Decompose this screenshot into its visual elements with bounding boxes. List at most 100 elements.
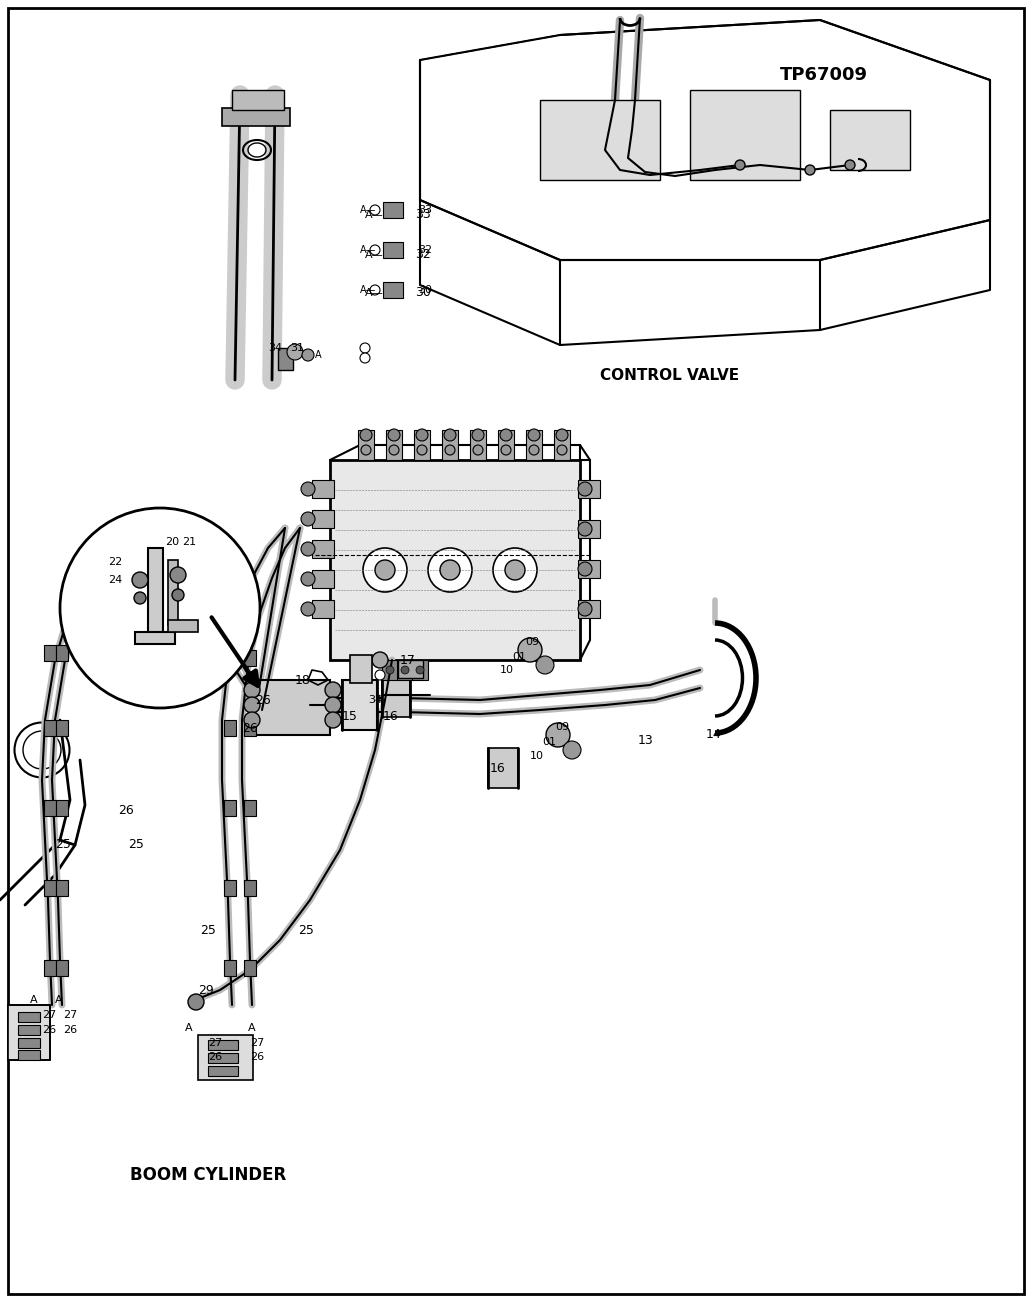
Bar	[224, 650, 236, 667]
Bar	[397, 660, 413, 680]
Text: A: A	[55, 995, 63, 1005]
Text: BOOM CYLINDER: BOOM CYLINDER	[130, 1167, 286, 1184]
Circle shape	[563, 741, 581, 759]
Text: 26: 26	[118, 803, 134, 816]
Circle shape	[360, 353, 370, 363]
Circle shape	[375, 560, 395, 579]
Circle shape	[134, 592, 146, 604]
Bar	[386, 430, 402, 460]
Text: A—: A—	[365, 210, 384, 220]
Text: 10: 10	[499, 665, 514, 674]
Text: A: A	[185, 1023, 193, 1032]
Text: 25: 25	[55, 838, 71, 852]
Circle shape	[360, 428, 372, 441]
Bar	[526, 430, 542, 460]
Circle shape	[417, 445, 427, 454]
Text: 27: 27	[63, 1010, 77, 1019]
Bar	[342, 680, 377, 730]
Text: 32: 32	[415, 249, 430, 262]
Text: 34: 34	[368, 695, 382, 704]
Bar	[198, 1035, 253, 1079]
Circle shape	[528, 428, 540, 441]
Bar	[168, 560, 178, 625]
Text: 34: 34	[268, 342, 282, 353]
Text: 26: 26	[63, 1025, 77, 1035]
Bar	[540, 100, 660, 180]
Circle shape	[389, 445, 399, 454]
Bar	[56, 799, 68, 816]
Text: 18: 18	[295, 673, 311, 686]
Text: 30: 30	[418, 285, 432, 296]
Circle shape	[805, 165, 815, 174]
Text: 09: 09	[525, 637, 539, 647]
Circle shape	[529, 445, 539, 454]
Bar	[56, 960, 68, 976]
Circle shape	[401, 667, 409, 674]
Circle shape	[472, 428, 484, 441]
Circle shape	[416, 428, 428, 441]
Bar	[244, 650, 256, 667]
Circle shape	[325, 682, 341, 698]
Bar	[278, 348, 293, 370]
Text: 15: 15	[342, 710, 358, 723]
Text: A—: A—	[360, 204, 377, 215]
Text: 26: 26	[255, 694, 270, 707]
Circle shape	[578, 602, 592, 616]
Circle shape	[493, 548, 537, 592]
Circle shape	[557, 445, 567, 454]
Bar	[56, 880, 68, 896]
Bar	[208, 1040, 238, 1049]
Circle shape	[536, 656, 554, 674]
Text: 31: 31	[290, 342, 304, 353]
Text: 16: 16	[490, 762, 506, 775]
Text: TP67009: TP67009	[780, 66, 868, 85]
Bar	[578, 480, 600, 497]
Bar	[56, 720, 68, 736]
Circle shape	[845, 160, 854, 171]
Bar	[312, 480, 334, 497]
Bar	[358, 430, 374, 460]
Circle shape	[301, 602, 315, 616]
Text: 20: 20	[165, 536, 180, 547]
Circle shape	[172, 589, 184, 602]
Bar	[690, 90, 800, 180]
Text: 17: 17	[400, 654, 416, 667]
Bar	[224, 880, 236, 896]
Text: 29: 29	[198, 983, 214, 996]
Bar	[168, 620, 198, 631]
Bar	[208, 1053, 238, 1062]
Text: 33: 33	[415, 208, 430, 221]
Bar	[578, 600, 600, 618]
Circle shape	[578, 482, 592, 496]
Bar	[44, 880, 56, 896]
Text: 01: 01	[512, 652, 526, 661]
Text: 26: 26	[42, 1025, 56, 1035]
Text: 22: 22	[108, 557, 122, 566]
Circle shape	[735, 160, 745, 171]
Circle shape	[301, 572, 315, 586]
Bar	[382, 660, 398, 680]
Circle shape	[301, 482, 315, 496]
Bar	[244, 960, 256, 976]
Bar	[350, 655, 372, 684]
Circle shape	[244, 712, 260, 728]
Circle shape	[301, 542, 315, 556]
Text: 30: 30	[415, 286, 431, 299]
Text: 21: 21	[182, 536, 196, 547]
Circle shape	[370, 285, 380, 296]
Circle shape	[301, 512, 315, 526]
Bar	[383, 202, 404, 217]
Bar	[382, 672, 410, 717]
Text: 09: 09	[555, 723, 569, 732]
Bar	[414, 430, 430, 460]
Circle shape	[518, 638, 542, 661]
Text: 26: 26	[208, 1052, 222, 1062]
Bar	[222, 108, 290, 126]
Bar	[224, 799, 236, 816]
Bar	[312, 510, 334, 529]
Text: 26: 26	[241, 721, 258, 734]
Bar	[18, 1049, 40, 1060]
Circle shape	[372, 652, 388, 668]
Circle shape	[302, 349, 314, 361]
Text: 26: 26	[138, 629, 154, 642]
